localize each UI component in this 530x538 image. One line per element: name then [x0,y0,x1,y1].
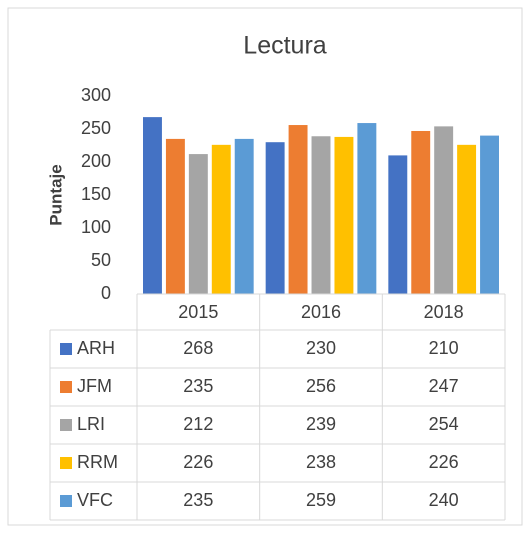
bar [143,117,162,295]
y-tick-label: 300 [81,85,111,105]
y-tick-label: 0 [101,283,111,303]
legend-key [60,419,72,431]
table-value: 238 [306,452,336,472]
y-axis-title: Puntaje [46,164,65,225]
y-tick-label: 100 [81,217,111,237]
bar [357,123,377,294]
bar [457,144,477,294]
bar [265,142,285,294]
legend-key [60,381,72,393]
table-value: 240 [429,490,459,510]
legend-label: VFC [77,490,113,510]
table-value: 256 [306,376,336,396]
table-value: 254 [429,414,459,434]
x-tick-label: 2016 [301,302,341,322]
bar [311,136,331,294]
legend-key [60,343,72,355]
table-value: 268 [183,338,213,358]
table-value: 259 [306,490,336,510]
table-value: 230 [306,338,336,358]
bar [211,144,231,294]
table-value: 226 [429,452,459,472]
table-value: 235 [183,490,213,510]
table-value: 239 [306,414,336,434]
bar [165,138,185,294]
table-value: 247 [429,376,459,396]
y-tick-label: 200 [81,151,111,171]
x-tick-label: 2018 [424,302,464,322]
y-tick-label: 50 [91,250,111,270]
legend-label: LRI [77,414,105,434]
table-value: 212 [183,414,213,434]
chart-title: Lectura [243,32,326,60]
legend-key [60,495,72,507]
table-value: 235 [183,376,213,396]
bar [234,138,254,294]
bar [288,125,308,294]
bar [411,130,431,294]
bar [480,135,499,294]
y-tick-label: 250 [81,118,111,138]
bar [388,155,408,294]
legend-label: JFM [77,376,112,396]
table-value: 226 [183,452,213,472]
table-value: 210 [429,338,459,358]
y-tick-label: 150 [81,184,111,204]
legend-label: RRM [77,452,118,472]
bar [188,154,208,294]
legend-label: ARH [77,338,115,358]
bar [334,136,354,294]
x-tick-label: 2015 [178,302,218,322]
bar [434,126,454,294]
legend-key [60,457,72,469]
